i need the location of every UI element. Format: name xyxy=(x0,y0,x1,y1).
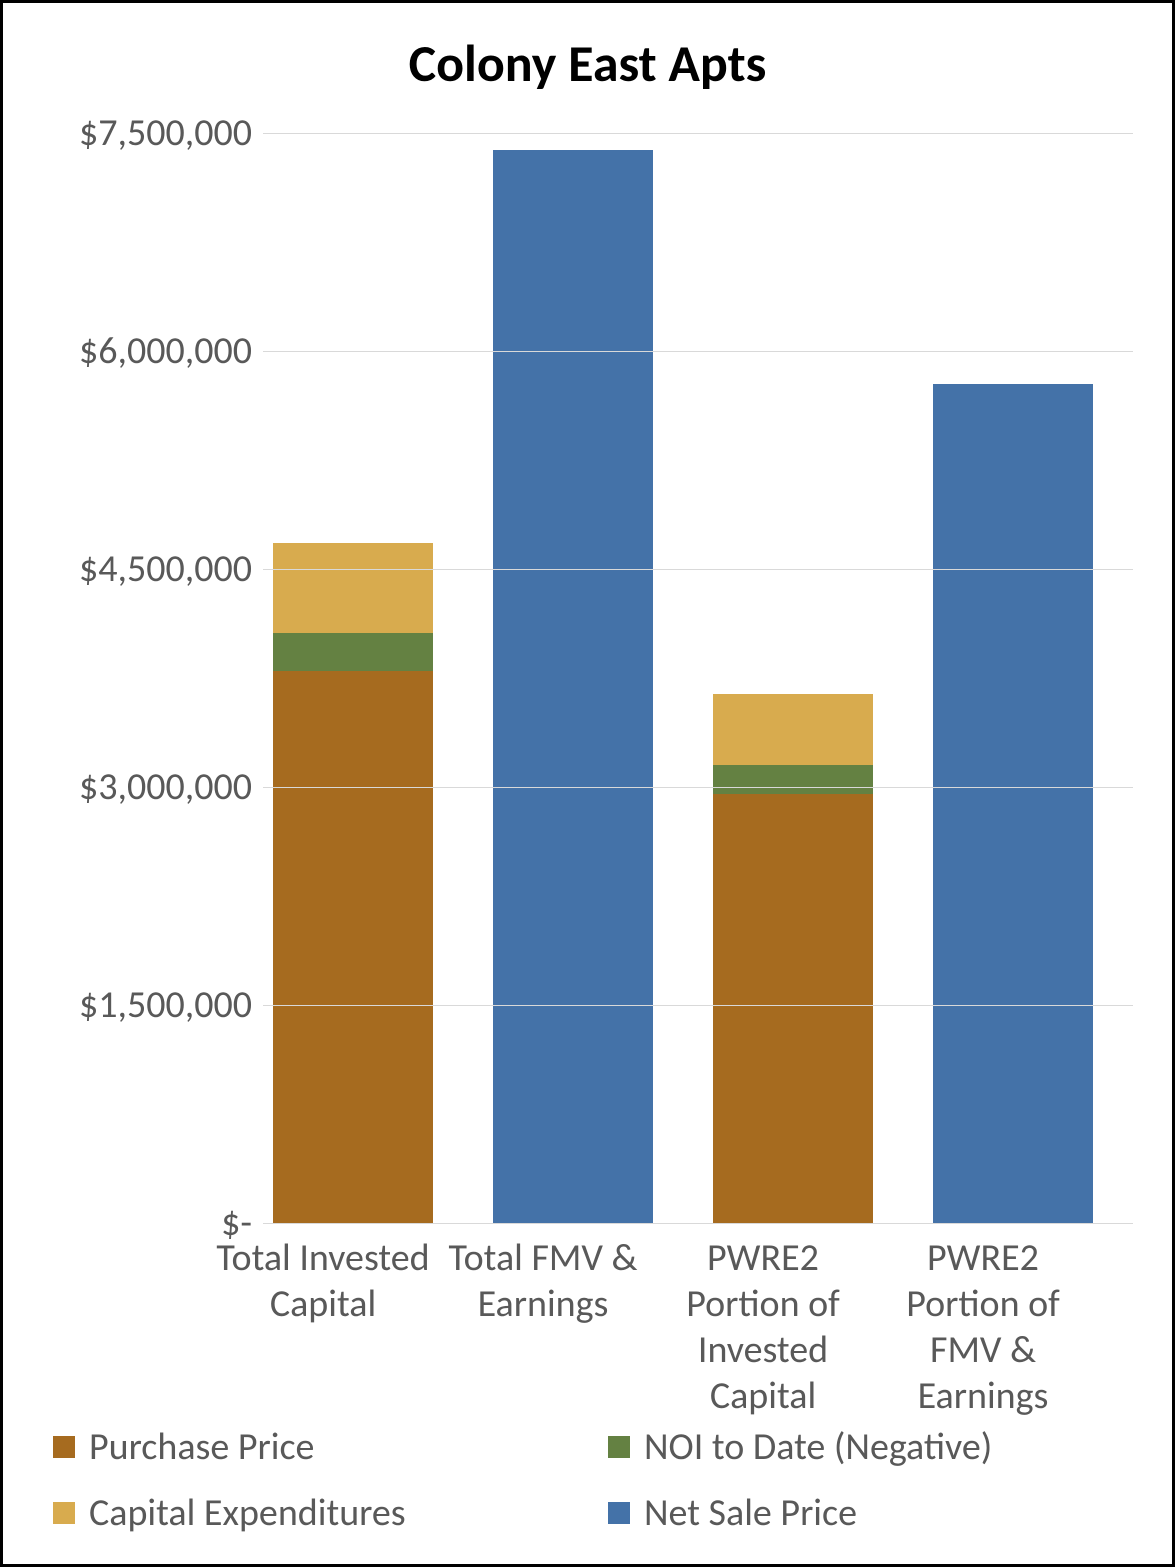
gridline xyxy=(263,351,1133,352)
legend-label: NOI to Date (Negative) xyxy=(644,1424,992,1470)
legend-swatch xyxy=(53,1436,75,1458)
legend-label: Purchase Price xyxy=(89,1424,314,1470)
legend-item-net-sale-price: Net Sale Price xyxy=(608,1490,1123,1536)
legend-item-capital-expenditures: Capital Expenditures xyxy=(53,1490,568,1536)
gridline xyxy=(263,1223,1133,1224)
bar-segment-noi-negative xyxy=(273,633,433,671)
gridline xyxy=(263,1005,1133,1006)
plot-area xyxy=(263,133,1133,1223)
chart-container: Colony East Apts Purchase Price NOI to D… xyxy=(0,0,1175,1567)
bar-segment-capital-expenditures xyxy=(273,543,433,633)
legend: Purchase Price NOI to Date (Negative) Ca… xyxy=(53,1424,1123,1536)
y-axis-label: $7,500,000 xyxy=(79,110,252,156)
x-axis-label: PWRE2 Portion of Invested Capital xyxy=(653,1235,873,1419)
bar-segment-net-sale-price xyxy=(933,384,1093,1223)
legend-swatch xyxy=(608,1502,630,1524)
gridline xyxy=(263,569,1133,570)
legend-item-purchase-price: Purchase Price xyxy=(53,1424,568,1470)
x-axis-label: PWRE2 Portion of FMV & Earnings xyxy=(873,1235,1093,1419)
y-axis-label: $3,000,000 xyxy=(79,764,252,810)
legend-label: Capital Expenditures xyxy=(89,1490,406,1536)
x-axis-label: Total FMV & Earnings xyxy=(433,1235,653,1327)
y-axis-label: $1,500,000 xyxy=(79,982,252,1028)
gridline xyxy=(263,133,1133,134)
bar-segment-net-sale-price xyxy=(493,150,653,1223)
y-axis-label: $6,000,000 xyxy=(79,328,252,374)
legend-swatch xyxy=(53,1502,75,1524)
gridline xyxy=(263,787,1133,788)
bar-segment-purchase-price xyxy=(713,794,873,1223)
bar-group xyxy=(273,133,433,1223)
bar-group xyxy=(713,133,873,1223)
bars-layer xyxy=(263,133,1133,1223)
legend-item-noi-negative: NOI to Date (Negative) xyxy=(608,1424,1123,1470)
bar-segment-noi-negative xyxy=(713,765,873,794)
bar-group xyxy=(933,133,1093,1223)
bar-segment-purchase-price xyxy=(273,671,433,1223)
legend-label: Net Sale Price xyxy=(644,1490,857,1536)
bar-group xyxy=(493,133,653,1223)
bar-segment-capital-expenditures xyxy=(713,694,873,765)
chart-title: Colony East Apts xyxy=(3,31,1172,95)
x-axis-label: Total Invested Capital xyxy=(213,1235,433,1327)
legend-swatch xyxy=(608,1436,630,1458)
y-axis-label: $4,500,000 xyxy=(79,546,252,592)
